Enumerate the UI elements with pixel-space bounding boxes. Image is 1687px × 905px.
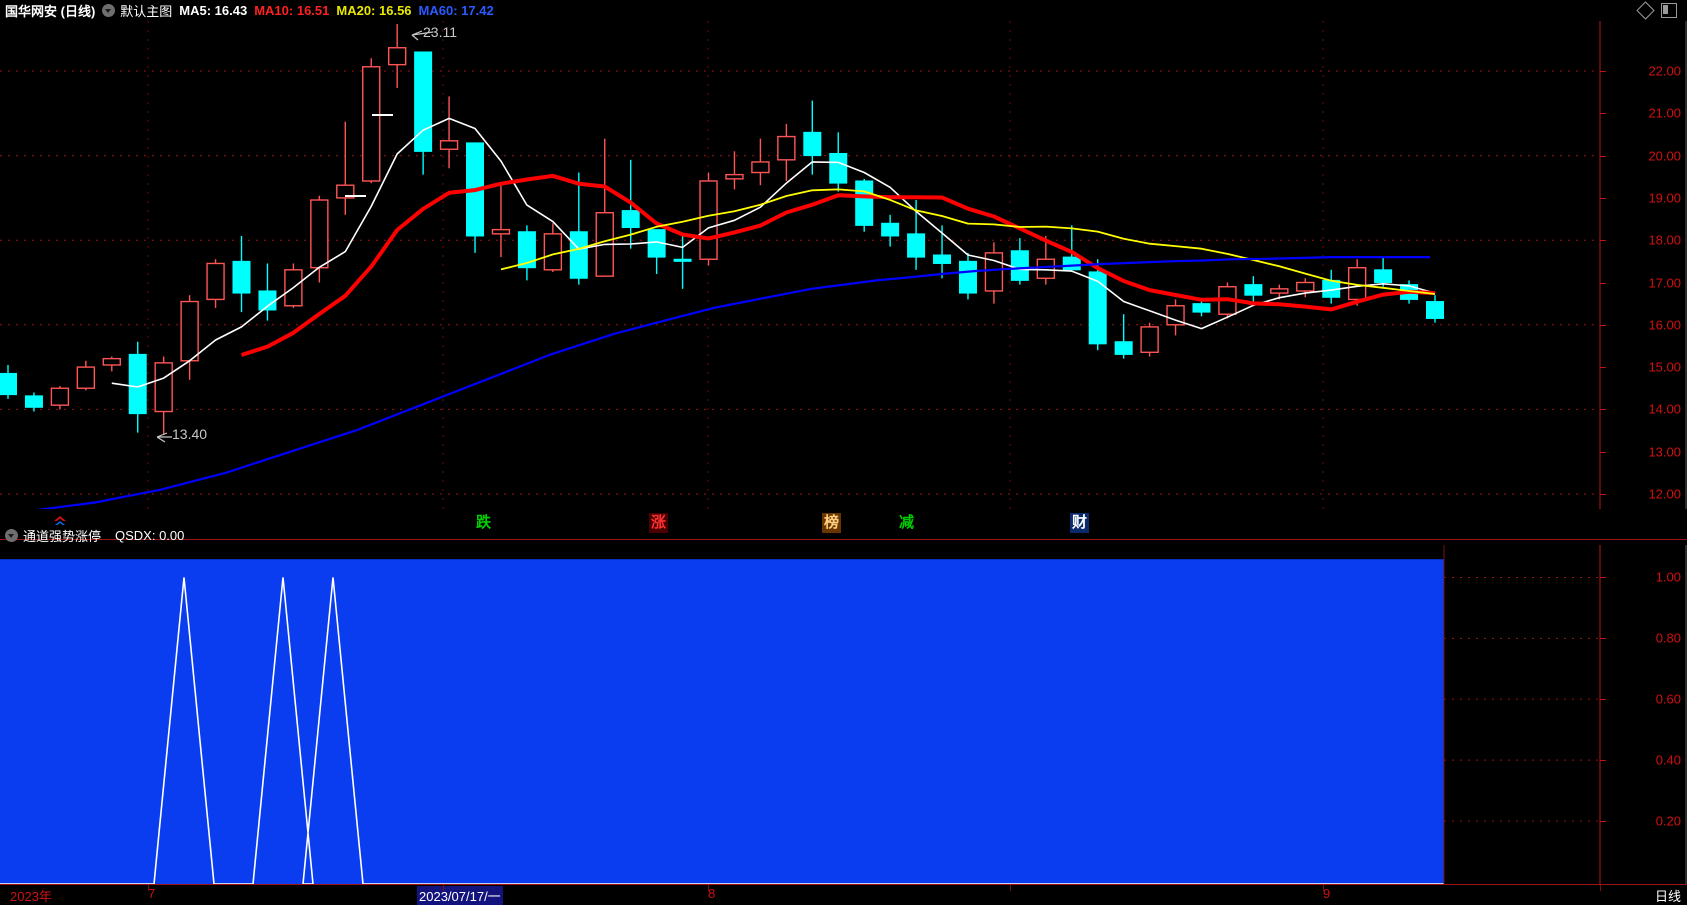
watermark-char: 减 bbox=[899, 514, 915, 531]
price-axis-label: 19.00 bbox=[1648, 190, 1681, 206]
time-axis-label: 8 bbox=[708, 886, 716, 901]
indicator-axis-label: 0.80 bbox=[1655, 630, 1681, 646]
ma60-readout: MA60: 17.42 bbox=[418, 3, 494, 18]
chart-period-label[interactable]: 日线 bbox=[1654, 889, 1681, 904]
time-axis-label: 9 bbox=[1323, 886, 1331, 901]
price-axis-label: 13.00 bbox=[1648, 444, 1681, 460]
time-axis-tick bbox=[443, 885, 444, 891]
low-price-annotation: 13.40 bbox=[172, 426, 208, 442]
price-axis-tick bbox=[1600, 113, 1606, 115]
watermark-char: 财 bbox=[1070, 513, 1090, 533]
price-axis-tick bbox=[1600, 409, 1606, 411]
price-axis-tick bbox=[1600, 71, 1606, 72]
price-axis-tick bbox=[1600, 367, 1606, 369]
time-axis-tick bbox=[1323, 885, 1324, 891]
price-axis-label: 16.00 bbox=[1648, 317, 1681, 333]
indicator-chart-pane[interactable]: 1.00 0.80 0.60 0.40 0.20 bbox=[0, 545, 1687, 884]
indicator-axis-tick bbox=[1600, 577, 1606, 579]
price-axis-tick bbox=[1600, 240, 1606, 242]
price-axis-label: 12.00 bbox=[1648, 486, 1681, 502]
watermark-char: 跌 bbox=[476, 514, 492, 531]
chart-template-label[interactable]: 默认主图 bbox=[120, 4, 173, 19]
indicator-axis-label: 0.60 bbox=[1655, 691, 1681, 707]
time-axis-tick bbox=[1600, 885, 1601, 891]
watermark-char: 榜 bbox=[822, 513, 842, 533]
panel-layout-icon[interactable] bbox=[1661, 3, 1677, 18]
price-axis-label: 18.00 bbox=[1648, 232, 1681, 248]
indicator-axis-tick bbox=[1600, 821, 1606, 823]
chevron-down-circle-icon[interactable] bbox=[102, 4, 116, 17]
stock-name-label: 国华网安 (日线) bbox=[5, 4, 96, 19]
time-axis-label: 7 bbox=[148, 886, 156, 901]
time-axis-tick bbox=[148, 885, 149, 891]
indicator-axis: 1.00 0.80 0.60 0.40 0.20 bbox=[1600, 545, 1687, 884]
indicator-axis-tick bbox=[1600, 699, 1606, 701]
time-axis-line bbox=[0, 884, 1687, 885]
sub-indicator-name[interactable]: 通道强势涨停 bbox=[23, 529, 102, 544]
price-axis-label: 22.00 bbox=[1648, 63, 1681, 79]
chevron-down-circle-icon[interactable] bbox=[5, 529, 18, 542]
ma10-readout: MA10: 16.51 bbox=[254, 3, 330, 18]
price-axis-tick bbox=[1600, 451, 1606, 453]
chart-header: 国华网安 (日线) 默认主图 MA5: 16.43 MA10: 16.51 MA… bbox=[0, 0, 1687, 21]
time-axis-label: 2023年 bbox=[10, 889, 52, 904]
price-chart-canvas[interactable] bbox=[0, 21, 1687, 509]
indicator-axis-label: 0.40 bbox=[1655, 752, 1681, 768]
indicator-axis-tick bbox=[1600, 760, 1606, 762]
pane-separator: 跌涨榜减财 bbox=[0, 509, 1687, 545]
indicator-chart-canvas[interactable] bbox=[0, 545, 1687, 884]
price-axis-tick bbox=[1600, 494, 1606, 495]
watermark-char: 涨 bbox=[649, 513, 669, 533]
ma20-readout: MA20: 16.56 bbox=[336, 3, 412, 18]
ma5-readout: MA5: 16.43 bbox=[179, 3, 248, 18]
time-axis-tick bbox=[1010, 885, 1011, 891]
price-axis-tick bbox=[1600, 324, 1606, 326]
price-axis-label: 15.00 bbox=[1648, 359, 1681, 375]
time-axis-selected-date[interactable]: 2023/07/17/一 bbox=[417, 886, 503, 905]
price-axis-label: 17.00 bbox=[1648, 275, 1681, 290]
high-price-annotation: 23.11 bbox=[423, 24, 457, 40]
separator-line bbox=[0, 539, 1687, 540]
app-logo-icon bbox=[53, 515, 67, 529]
time-axis-tick bbox=[708, 885, 709, 891]
time-axis[interactable]: 2023年 7 2023/07/17/一 8 9 日线 bbox=[0, 885, 1687, 905]
diamond-icon[interactable] bbox=[1636, 1, 1655, 20]
price-axis-tick bbox=[1600, 197, 1606, 199]
indicator-axis-label: 0.20 bbox=[1655, 813, 1681, 829]
price-axis-tick bbox=[1600, 282, 1606, 284]
price-axis-label: 14.00 bbox=[1648, 401, 1681, 417]
indicator-axis-label: 1.00 bbox=[1655, 569, 1681, 585]
price-axis-label: 21.00 bbox=[1648, 105, 1681, 121]
price-axis: 22.00 21.00 20.00 19.00 18.00 17.00 16.00 15.00… bbox=[1600, 21, 1687, 509]
sub-indicator-value: QSDX: 0.00 bbox=[115, 528, 185, 543]
price-axis-label: 20.00 bbox=[1648, 148, 1681, 164]
price-axis-tick bbox=[1600, 155, 1606, 157]
header-tools bbox=[1636, 0, 1687, 21]
sub-chart-header: 通道强势涨停 QSDX: 0.00 bbox=[0, 526, 1687, 545]
price-chart-pane[interactable]: 22.00 21.00 20.00 19.00 18.00 17.00 16.00 15.00… bbox=[0, 21, 1687, 509]
indicator-axis-tick bbox=[1600, 638, 1606, 640]
